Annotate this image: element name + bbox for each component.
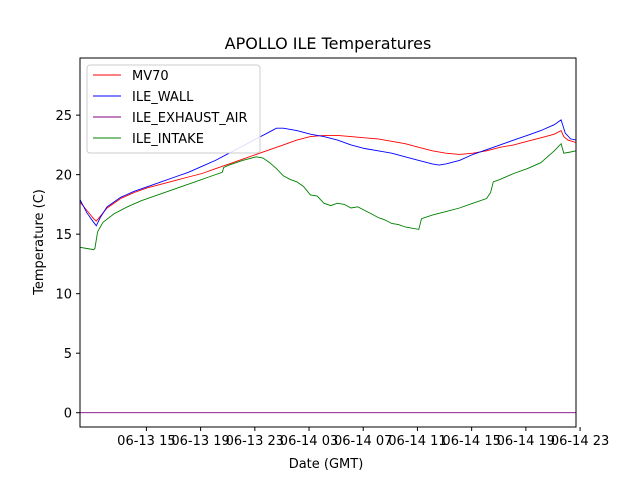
x-axis-label: Date (GMT) — [289, 457, 364, 472]
series-line-ile-wall — [79, 119, 577, 227]
legend-box — [86, 64, 261, 154]
legend-label: ILE_EXHAUST_AIR — [132, 111, 248, 126]
x-tick-label: 06-13 15 — [117, 434, 175, 449]
legend-label: MV70 — [132, 69, 169, 84]
plot-frame — [79, 57, 577, 428]
series-line-ile-intake — [79, 142, 577, 251]
y-tick-label: 5 — [64, 347, 72, 362]
y-tick-label: 0 — [64, 407, 72, 422]
series-line-mv70 — [79, 129, 577, 222]
x-tick-label: 06-14 19 — [497, 434, 555, 449]
legend-label: ILE_WALL — [132, 90, 194, 105]
x-tick-label: 06-14 11 — [388, 434, 446, 449]
x-tick-label: 06-14 07 — [334, 434, 392, 449]
x-tick-label: 06-13 19 — [171, 434, 229, 449]
y-tick-label: 20 — [55, 169, 72, 184]
x-tick-label: 06-14 15 — [442, 434, 500, 449]
y-tick-label: 15 — [55, 228, 72, 243]
x-tick-label: 06-13 23 — [226, 434, 284, 449]
y-axis-label: Temperature (C) — [32, 189, 47, 296]
series-layer — [79, 119, 577, 414]
legend-label: ILE_INTAKE — [132, 132, 204, 147]
chart-title: APOLLO ILE Temperatures — [225, 34, 432, 53]
y-axis: 0 5 10 15 20 25 — [55, 109, 80, 422]
y-tick-label: 25 — [55, 109, 72, 124]
x-tick-label: 06-14 03 — [280, 434, 338, 449]
y-tick-label: 10 — [55, 288, 72, 303]
legend: MV70 ILE_WALL ILE_EXHAUST_AIR ILE_INTAKE — [86, 64, 261, 154]
x-tick-label: 06-14 23 — [551, 434, 609, 449]
